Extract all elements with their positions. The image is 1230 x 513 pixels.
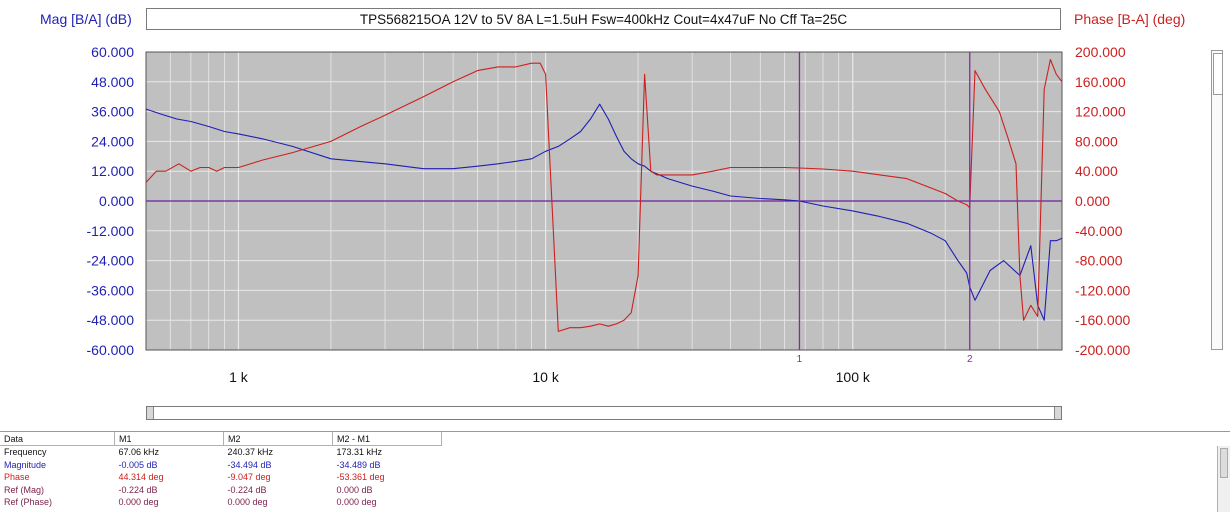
y-tick-label: 36.000: [91, 104, 134, 120]
vertical-scroll-thumb[interactable]: [1213, 53, 1223, 95]
y-tick-label: -24.000: [87, 253, 135, 269]
x-tick-label: 1 k: [229, 369, 249, 385]
x-tick-label: 10 k: [532, 369, 559, 385]
y-tick-label: 48.000: [91, 74, 134, 90]
row-label: Phase: [4, 472, 30, 483]
table-header[interactable]: Data: [0, 432, 115, 446]
y2-tick-label: -200.000: [1075, 342, 1130, 358]
table-cell: -9.047 deg: [227, 472, 271, 483]
x-tick-label: 100 k: [836, 369, 871, 385]
table-cell: 173.31 kHz: [336, 447, 383, 458]
scroll-right-handle[interactable]: [1054, 407, 1061, 419]
y2-tick-label: -160.000: [1075, 312, 1130, 328]
y-tick-label: -36.000: [87, 282, 135, 298]
y2-tick-label: -80.000: [1075, 253, 1123, 269]
phase-series-line: [145, 58, 1063, 332]
table-cell: -0.224 dB: [227, 484, 267, 495]
y-tick-label: 24.000: [91, 133, 134, 149]
magnitude-series-line: [145, 103, 1063, 321]
left-axis-title: Mag [B/A] (dB): [40, 11, 132, 27]
y2-tick-label: -40.000: [1075, 223, 1123, 239]
y2-tick-label: -120.000: [1075, 282, 1130, 298]
table-scrollbar[interactable]: [1217, 446, 1230, 512]
table-cell: -34.489 dB: [336, 459, 381, 470]
y-tick-label: -60.000: [87, 342, 135, 358]
row-label: Ref (Mag): [4, 484, 45, 495]
table-cell: 44.314 deg: [118, 472, 164, 483]
y2-tick-label: 120.000: [1075, 104, 1126, 120]
horizontal-scrollbar[interactable]: [146, 406, 1062, 420]
y-tick-label: -12.000: [87, 223, 135, 239]
scroll-left-handle[interactable]: [147, 407, 154, 419]
table-cell: 0.000 deg: [118, 497, 159, 508]
table-cell: -0.224 dB: [118, 484, 158, 495]
y-tick-label: 12.000: [91, 163, 134, 179]
plot-border: [145, 51, 1063, 351]
table-header[interactable]: M2: [223, 432, 333, 446]
table-header-row: Data M1 M2 M2 - M1: [0, 432, 442, 446]
vertical-scrollbar[interactable]: [1211, 50, 1223, 350]
table-cell: 67.06 kHz: [118, 447, 160, 458]
marker-data-table: Data M1 M2 M2 - M1 Frequency 67.06 kHz 2…: [0, 431, 1230, 513]
chart-title: TPS568215OA 12V to 5V 8A L=1.5uH Fsw=400…: [146, 8, 1061, 30]
y2-tick-label: 160.000: [1075, 74, 1126, 90]
row-label: Frequency: [4, 447, 47, 458]
table-header[interactable]: M2 - M1: [332, 432, 442, 446]
table-cell: 0.000 deg: [227, 497, 268, 508]
y-tick-label: -48.000: [87, 312, 135, 328]
y-tick-label: 60.000: [91, 44, 134, 60]
right-axis-title: Phase [B-A] (deg): [1074, 11, 1186, 27]
table-header[interactable]: M1: [114, 432, 224, 446]
row-label: Ref (Phase): [4, 497, 53, 508]
table-row: Phase 44.314 deg -9.047 deg -53.361 deg: [0, 471, 442, 484]
row-label: Magnitude: [4, 459, 47, 470]
table-scroll-thumb[interactable]: [1220, 448, 1228, 478]
table-cell: -0.005 dB: [118, 459, 158, 470]
table-row: Frequency 67.06 kHz 240.37 kHz 173.31 kH…: [0, 446, 442, 459]
table-cell: -34.494 dB: [227, 459, 272, 470]
table-row: Ref (Mag) -0.224 dB -0.224 dB 0.000 dB: [0, 484, 442, 497]
y2-tick-label: 80.000: [1075, 133, 1118, 149]
table-cell: 240.37 kHz: [227, 447, 274, 458]
table-row: Ref (Phase) 0.000 deg 0.000 deg 0.000 de…: [0, 496, 442, 509]
table-cell: 0.000 deg: [336, 497, 377, 508]
marker-1-label: 1: [797, 354, 803, 365]
table-cell: -53.361 deg: [336, 472, 385, 483]
bode-plot[interactable]: 60.000 48.000 36.000 24.000 12.000 0.000 -12.0…: [0, 0, 1230, 430]
table-cell: 0.000 dB: [336, 484, 373, 495]
marker-2-label: 2: [967, 354, 973, 365]
y2-tick-label: 200.000: [1075, 44, 1126, 60]
table-row: Magnitude -0.005 dB -34.494 dB -34.489 d…: [0, 459, 442, 472]
y-tick-label: 0.000: [99, 193, 134, 209]
y2-tick-label: 0.000: [1075, 193, 1110, 209]
y2-tick-label: 40.000: [1075, 163, 1118, 179]
